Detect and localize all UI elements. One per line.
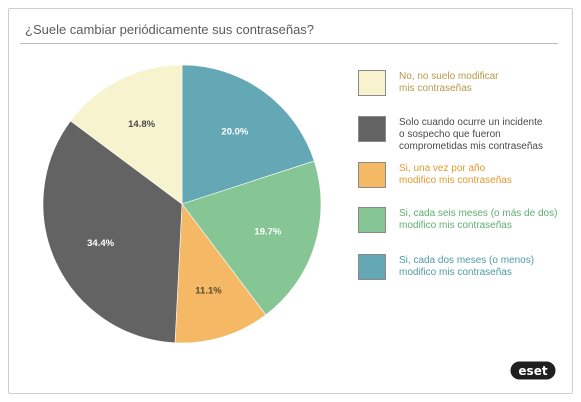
legend-label-1: Si, cada seis meses (o más de dos) modif… (399, 208, 558, 231)
title-divider (20, 43, 558, 44)
legend-swatch-3 (358, 116, 386, 142)
pie-slice-0 (181, 64, 315, 205)
pie-slice-2 (174, 203, 267, 344)
eset-logo: eset (510, 361, 556, 380)
chart-title: ¿Suele cambiar periódicamente sus contra… (25, 22, 315, 37)
slice-value-label-2: 11.1% (195, 286, 222, 297)
legend-item-3: Solo cuando ocurre un incidente o sospec… (358, 116, 564, 153)
legend-label-2: Si, una vez por año modifico mis contras… (399, 163, 512, 186)
legend-label-0: Si, cada dos meses (o menos) modifico mi… (399, 255, 535, 278)
slice-value-label-3: 34.4% (87, 238, 114, 249)
legend-swatch-1 (358, 207, 386, 233)
legend-item-0: Si, cada dos meses (o menos) modifico mi… (358, 254, 564, 280)
svg-text:eset: eset (518, 364, 547, 378)
pie-slice-1 (181, 160, 322, 316)
slice-value-label-4: 14.8% (128, 119, 155, 130)
legend-swatch-2 (358, 162, 386, 188)
legend-item-2: Si, una vez por año modifico mis contras… (358, 162, 564, 188)
legend-label-3: Solo cuando ocurre un incidente o sospec… (399, 117, 543, 152)
slice-value-label-0: 20.0% (221, 127, 248, 138)
legend-swatch-4 (358, 70, 386, 96)
pie-slice-3 (42, 120, 183, 344)
pie-slice-4 (70, 64, 183, 205)
slice-value-label-1: 19.7% (254, 227, 281, 238)
legend-item-1: Si, cada seis meses (o más de dos) modif… (358, 207, 564, 233)
legend-swatch-0 (358, 254, 386, 280)
legend-item-4: No, no suelo modificar mis contraseñas (358, 70, 564, 96)
legend-label-4: No, no suelo modificar mis contraseñas (399, 71, 499, 94)
